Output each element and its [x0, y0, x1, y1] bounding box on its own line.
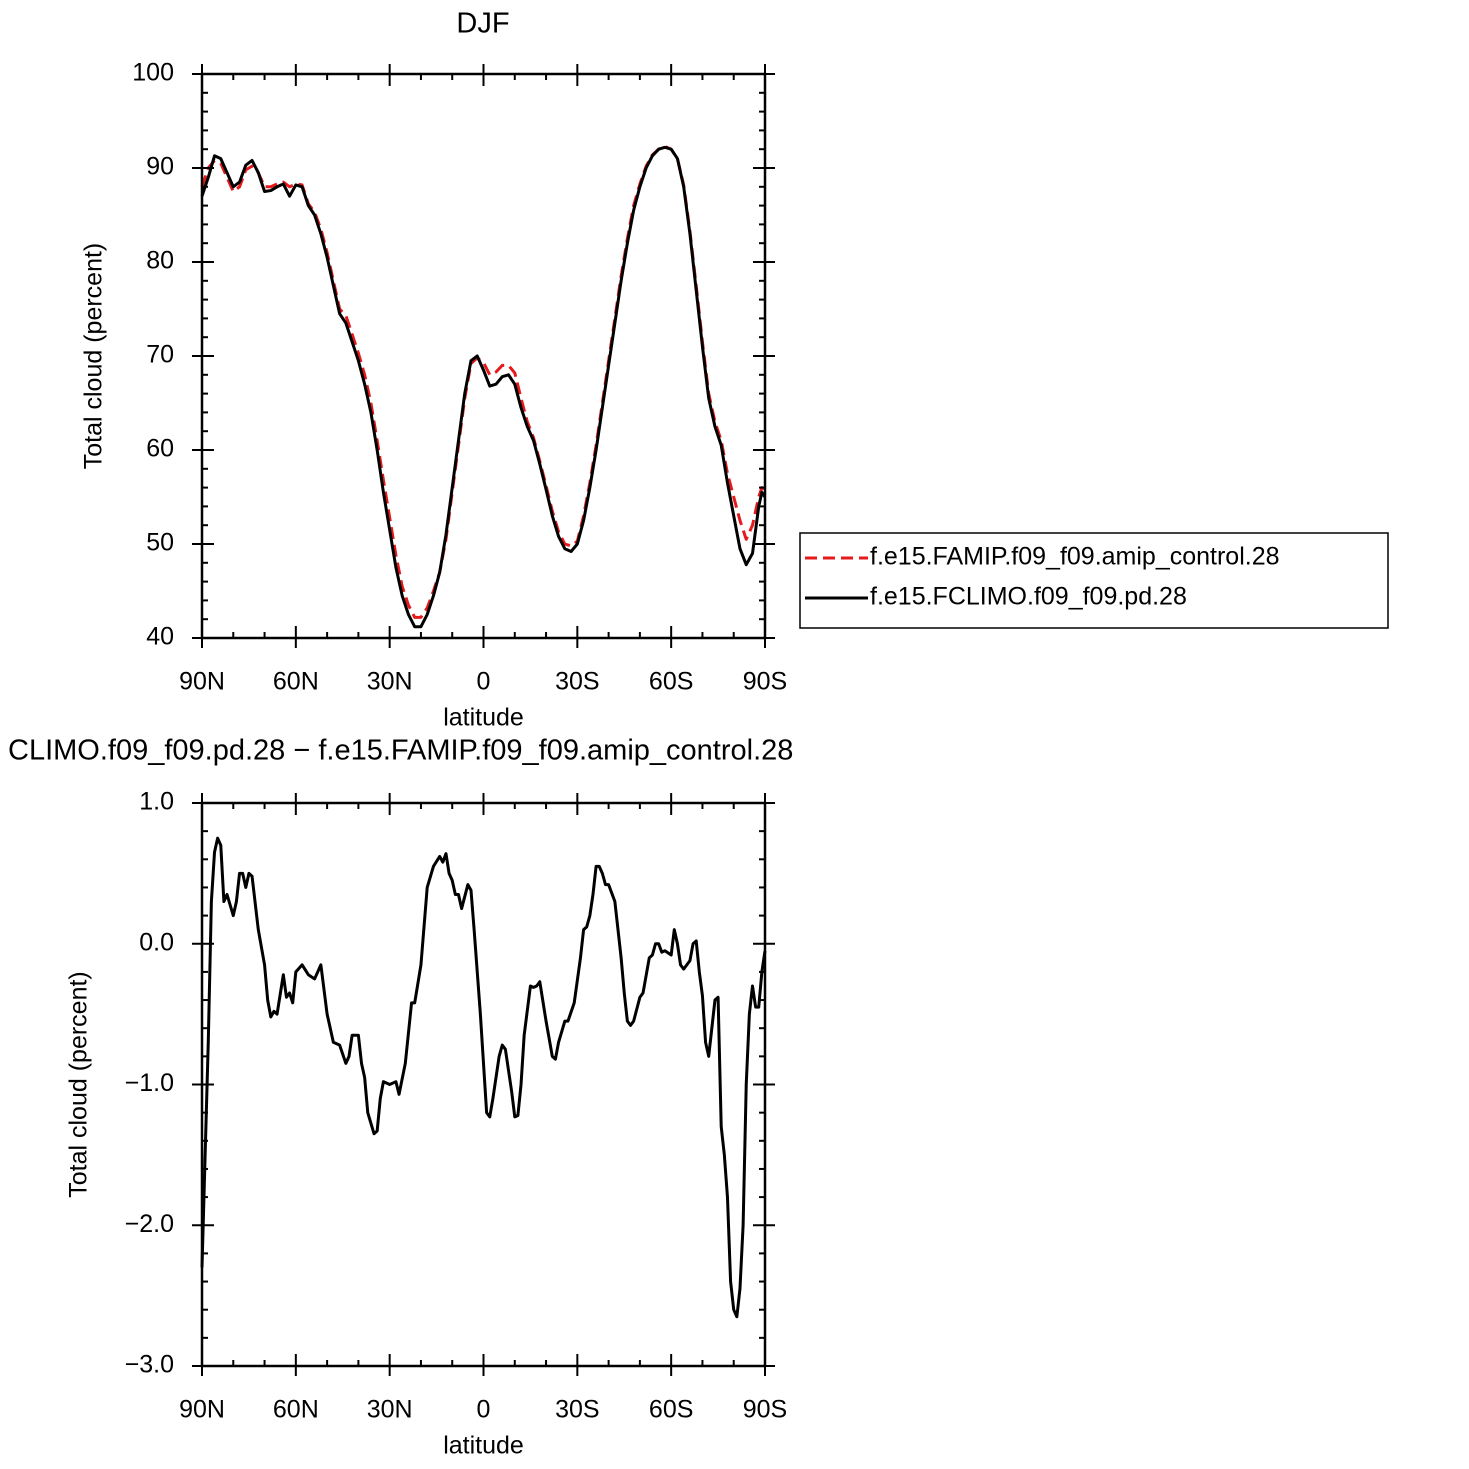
y-axis-label: Total cloud (percent) [80, 243, 108, 470]
x-tick-label: 0 [477, 1396, 491, 1424]
x-axis-label: latitude [443, 1432, 524, 1460]
x-tick-label: 30N [367, 1396, 413, 1424]
legend-label: f.e15.FAMIP.f09_f09.amip_control.28 [870, 543, 1280, 571]
y-axis-label: Total cloud (percent) [65, 971, 93, 1198]
data-line [200, 836, 767, 1319]
legend-label: f.e15.FCLIMO.f09_f09.pd.28 [870, 583, 1187, 611]
data-line [200, 145, 767, 629]
x-tick-label: 0 [477, 668, 491, 696]
chart-title: DJF [456, 8, 509, 40]
y-tick-label: 0.0 [139, 928, 174, 956]
x-tick-label: 30N [367, 668, 413, 696]
x-tick-label: 30S [555, 1396, 599, 1424]
y-tick-label: 50 [146, 529, 174, 557]
y-tick-label: −2.0 [125, 1210, 174, 1238]
x-tick-label: 60S [649, 668, 693, 696]
x-tick-label: 90N [179, 668, 225, 696]
x-tick-label: 90S [743, 1396, 787, 1424]
x-axis-label: latitude [443, 704, 524, 732]
chart-title: CLIMO.f09_f09.pd.28 − f.e15.FAMIP.f09_f0… [8, 735, 793, 767]
y-tick-label: 80 [146, 247, 174, 275]
y-tick-label: −1.0 [125, 1069, 174, 1097]
x-tick-label: 60N [273, 668, 319, 696]
y-tick-label: −3.0 [125, 1351, 174, 1379]
y-tick-label: 70 [146, 341, 174, 369]
x-tick-label: 90S [743, 668, 787, 696]
legend-box [799, 532, 1389, 629]
y-tick-label: 1.0 [139, 788, 174, 816]
y-tick-label: 100 [132, 59, 174, 87]
data-line [200, 144, 767, 619]
x-tick-label: 90N [179, 1396, 225, 1424]
plot-frame [200, 72, 767, 640]
x-tick-label: 60S [649, 1396, 693, 1424]
x-tick-label: 60N [273, 1396, 319, 1424]
y-tick-label: 90 [146, 153, 174, 181]
y-tick-label: 60 [146, 435, 174, 463]
x-tick-label: 30S [555, 668, 599, 696]
y-tick-label: 40 [146, 623, 174, 651]
